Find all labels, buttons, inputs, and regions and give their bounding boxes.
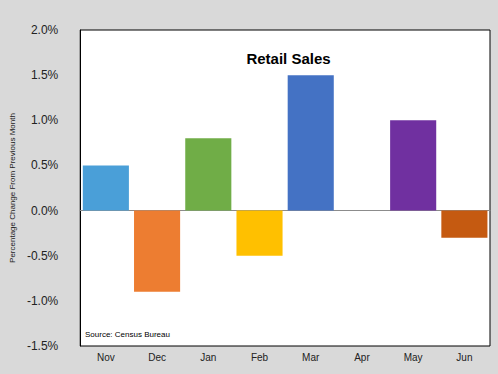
svg-text:Source: Census Bureau: Source: Census Bureau [85, 330, 170, 339]
svg-text:0.5%: 0.5% [31, 158, 59, 172]
svg-text:Nov: Nov [97, 352, 115, 363]
svg-text:Mar: Mar [302, 352, 320, 363]
svg-text:Jun: Jun [456, 352, 472, 363]
svg-text:Feb: Feb [251, 352, 269, 363]
svg-text:2.0%: 2.0% [31, 23, 59, 37]
svg-text:Jan: Jan [200, 352, 216, 363]
svg-text:0.0%: 0.0% [31, 204, 59, 218]
svg-text:-1.0%: -1.0% [27, 294, 59, 308]
svg-text:Dec: Dec [148, 352, 166, 363]
svg-text:May: May [404, 352, 423, 363]
svg-text:Percentage Change From Previou: Percentage Change From Previous Month [8, 113, 17, 263]
svg-text:Retail Sales: Retail Sales [246, 50, 330, 67]
svg-text:1.0%: 1.0% [31, 113, 59, 127]
svg-text:Apr: Apr [354, 352, 370, 363]
svg-text:-1.5%: -1.5% [27, 339, 59, 353]
svg-text:1.5%: 1.5% [31, 68, 59, 82]
svg-text:-0.5%: -0.5% [27, 249, 59, 263]
